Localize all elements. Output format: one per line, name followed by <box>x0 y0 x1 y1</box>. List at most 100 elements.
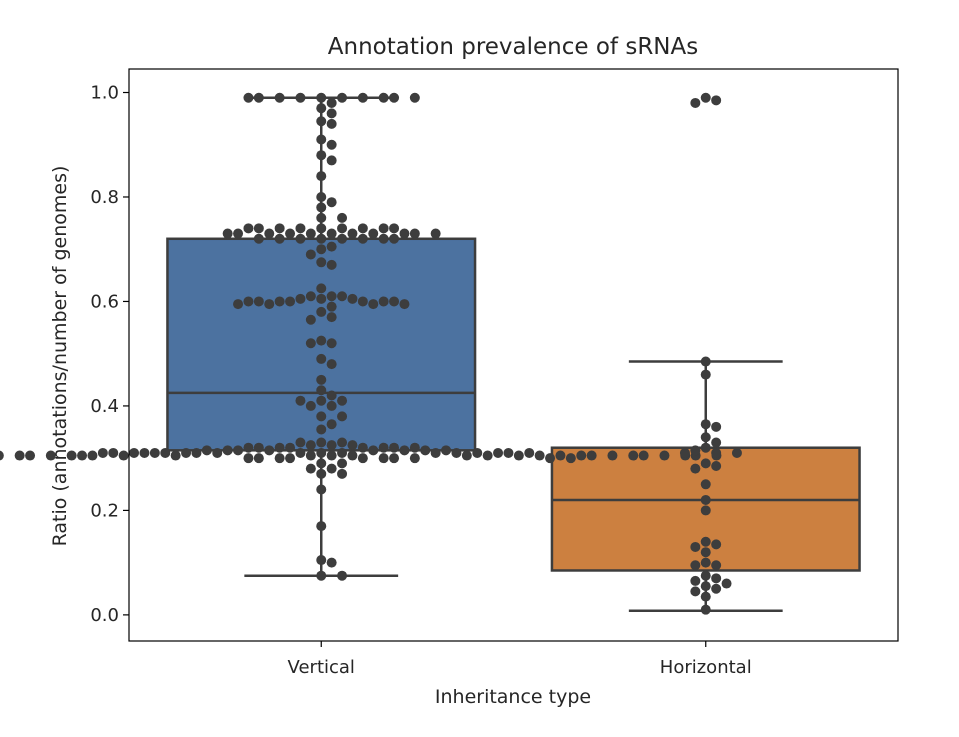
data-point <box>378 223 389 234</box>
data-point <box>326 228 337 239</box>
data-point <box>316 171 327 182</box>
y-tick-label: 0.0 <box>90 605 119 626</box>
data-point <box>191 447 202 458</box>
data-point <box>253 453 264 464</box>
data-point <box>170 450 181 461</box>
data-point <box>326 301 337 312</box>
swarm-vertical <box>0 92 722 581</box>
x-tick-label: Vertical <box>288 657 355 678</box>
data-point <box>316 468 327 479</box>
data-point <box>711 573 722 584</box>
swarm-horizontal <box>679 92 742 615</box>
data-point <box>721 578 732 589</box>
data-point <box>14 450 25 461</box>
data-point <box>243 296 254 307</box>
data-point <box>700 369 711 380</box>
data-point <box>274 296 285 307</box>
data-point <box>326 359 337 370</box>
data-point <box>638 450 649 461</box>
data-point <box>357 223 368 234</box>
data-point <box>690 445 701 456</box>
data-point <box>700 356 711 367</box>
data-point <box>253 296 264 307</box>
data-point <box>326 400 337 411</box>
data-point <box>233 228 244 239</box>
data-point <box>295 223 306 234</box>
data-point <box>274 223 285 234</box>
data-point <box>711 447 722 458</box>
data-point <box>212 447 223 458</box>
data-point <box>305 291 316 302</box>
data-point <box>337 223 348 234</box>
data-point <box>316 103 327 114</box>
data-point <box>316 411 327 422</box>
data-point <box>326 463 337 474</box>
plot-area <box>0 92 861 615</box>
data-point <box>337 291 348 302</box>
data-point <box>690 463 701 474</box>
data-point <box>711 437 722 448</box>
data-point <box>316 223 327 234</box>
data-point <box>326 155 337 166</box>
data-point <box>337 233 348 244</box>
y-axis: 0.0 0.2 0.4 0.6 0.8 1.0 <box>90 83 129 626</box>
data-point <box>493 447 504 458</box>
data-point <box>368 228 379 239</box>
data-point <box>472 447 483 458</box>
data-point <box>607 450 618 461</box>
data-point <box>368 299 379 310</box>
data-point <box>243 92 254 103</box>
data-point <box>700 570 711 581</box>
data-point <box>285 296 296 307</box>
data-point <box>201 445 212 456</box>
data-point <box>243 223 254 234</box>
data-point <box>316 233 327 244</box>
data-point <box>347 450 358 461</box>
data-point <box>409 228 420 239</box>
data-point <box>285 228 296 239</box>
data-point <box>690 586 701 597</box>
data-point <box>451 447 462 458</box>
data-point <box>347 293 358 304</box>
data-point <box>337 447 348 458</box>
data-point <box>326 450 337 461</box>
data-point <box>305 338 316 349</box>
y-tick-label: 0.4 <box>90 396 119 417</box>
data-point <box>659 450 670 461</box>
data-point <box>316 335 327 346</box>
data-point <box>399 445 410 456</box>
data-point <box>305 450 316 461</box>
data-point <box>77 450 88 461</box>
data-point <box>357 453 368 464</box>
data-point <box>700 458 711 469</box>
data-point <box>326 118 337 129</box>
data-point <box>316 395 327 406</box>
data-point <box>285 453 296 464</box>
data-point <box>253 442 264 453</box>
data-point <box>326 440 337 451</box>
data-point <box>389 296 400 307</box>
data-point <box>316 447 327 458</box>
data-point <box>326 291 337 302</box>
data-point <box>305 249 316 260</box>
data-point <box>264 299 275 310</box>
data-point <box>378 442 389 453</box>
data-point <box>305 314 316 325</box>
data-point <box>316 458 327 469</box>
data-point <box>326 97 337 108</box>
data-point <box>149 447 160 458</box>
data-point <box>316 570 327 581</box>
data-point <box>430 228 441 239</box>
data-point <box>337 437 348 448</box>
data-point <box>690 541 701 552</box>
data-point <box>316 484 327 495</box>
data-point <box>295 395 306 406</box>
data-point <box>700 432 711 443</box>
data-point <box>66 450 77 461</box>
data-point <box>243 453 254 464</box>
data-point <box>368 445 379 456</box>
data-point <box>700 505 711 516</box>
y-tick-label: 1.0 <box>90 83 119 104</box>
data-point <box>690 575 701 586</box>
